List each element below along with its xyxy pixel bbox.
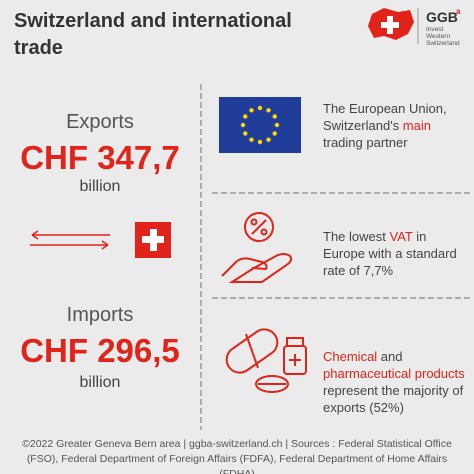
text: and bbox=[377, 349, 403, 364]
highlight-text: VAT bbox=[389, 229, 413, 244]
eu-star bbox=[243, 114, 248, 119]
swiss-cross bbox=[142, 236, 164, 243]
logo-line: Invest bbox=[426, 26, 444, 33]
eu-star bbox=[266, 137, 271, 142]
text: The lowest bbox=[323, 229, 390, 244]
imports-unit: billion bbox=[79, 374, 121, 391]
exports-unit: billion bbox=[79, 178, 121, 195]
eu-star bbox=[272, 114, 277, 119]
item-text: The lowest VAT in Europe with a standard… bbox=[323, 228, 471, 279]
eu-star bbox=[274, 122, 280, 128]
item-text: The European Union, Switzerland's main t… bbox=[323, 100, 471, 151]
logo-line: Switzerland bbox=[426, 40, 460, 47]
eu-star bbox=[243, 131, 248, 136]
vat-icon bbox=[221, 212, 293, 283]
text: in Europe with a standard rate of 7,7% bbox=[323, 229, 457, 278]
text: trading partner bbox=[323, 135, 408, 150]
imports-label: Imports bbox=[66, 304, 134, 326]
logo-main: GGB bbox=[426, 9, 458, 25]
exports-label: Exports bbox=[66, 111, 134, 133]
highlight-text: pharmaceutical products bbox=[323, 366, 465, 381]
eu-star bbox=[266, 108, 271, 113]
logo-line: Western bbox=[426, 33, 450, 40]
footer: ©2022 Greater Geneva Bern area | ggba-sw… bbox=[22, 438, 452, 474]
text: represent the majority of exports (52%) bbox=[323, 383, 464, 415]
highlight-text: Chemical bbox=[323, 349, 378, 364]
eu-stars bbox=[240, 105, 280, 145]
trade-arrows bbox=[30, 230, 110, 250]
item-text: Chemical and pharmaceutical products rep… bbox=[323, 348, 471, 416]
eu-star bbox=[240, 122, 246, 128]
eu-star bbox=[249, 137, 254, 142]
eu-star bbox=[249, 108, 254, 113]
eu-star bbox=[257, 105, 263, 111]
text: The European Union, Switzerland's bbox=[323, 101, 447, 133]
eu-star bbox=[272, 131, 277, 136]
logo-cross bbox=[381, 22, 399, 28]
highlight-text: main bbox=[402, 118, 431, 133]
pills-icon bbox=[225, 328, 307, 393]
exports-amount: CHF 347,7 bbox=[20, 139, 180, 176]
title: Switzerland and international trade bbox=[14, 10, 292, 59]
eu-star bbox=[257, 139, 263, 145]
eu-flag bbox=[219, 97, 301, 153]
logo-sup: a bbox=[456, 7, 461, 16]
imports-amount: CHF 296,5 bbox=[20, 332, 180, 369]
